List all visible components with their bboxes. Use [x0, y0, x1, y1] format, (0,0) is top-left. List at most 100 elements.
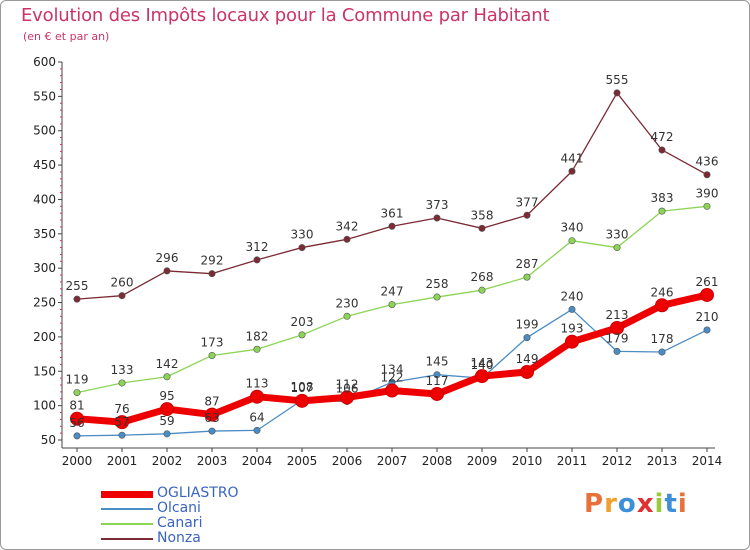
data-label-nonza: 436 — [696, 155, 719, 169]
proxiti-logo: Proxiti — [584, 489, 688, 519]
data-point-olcani — [523, 334, 531, 342]
data-point-nonza — [523, 211, 531, 219]
chart-title: Evolution des Impôts locaux pour la Comm… — [21, 5, 550, 26]
data-label-nonza: 555 — [606, 73, 629, 87]
legend-swatch — [101, 523, 153, 525]
data-point-ogliastro — [655, 298, 669, 313]
data-label-nonza: 358 — [471, 208, 494, 222]
x-tick-label: 2005 — [287, 454, 318, 468]
data-label-ogliastro: 113 — [246, 377, 269, 391]
data-point-canari — [343, 312, 351, 320]
data-point-ogliastro — [700, 287, 714, 302]
data-point-canari — [703, 202, 711, 210]
x-tick-label: 2004 — [242, 454, 273, 468]
data-point-ogliastro — [475, 369, 489, 384]
x-tick-label: 2014 — [692, 454, 723, 468]
y-tick-label: 450 — [33, 158, 56, 172]
logo-letter: i — [677, 489, 688, 519]
legend-label: OGLIASTRO — [157, 485, 239, 501]
data-point-canari — [298, 331, 306, 339]
x-tick-label: 2008 — [422, 454, 453, 468]
data-label-olcani: 108 — [291, 380, 314, 394]
legend-label: Olcani — [157, 500, 201, 516]
data-label-canari: 268 — [471, 270, 494, 284]
data-label-canari: 390 — [696, 186, 719, 200]
data-label-nonza: 377 — [516, 195, 539, 209]
x-tick-label: 2013 — [647, 454, 678, 468]
data-point-nonza — [703, 171, 711, 179]
data-label-olcani: 59 — [159, 414, 174, 428]
data-label-canari: 173 — [201, 335, 224, 349]
data-label-nonza: 361 — [381, 206, 404, 220]
data-point-ogliastro — [250, 389, 264, 404]
y-tick-label: 250 — [33, 296, 56, 310]
data-label-nonza: 312 — [246, 240, 269, 254]
data-point-ogliastro — [430, 386, 444, 401]
data-label-olcani: 140 — [471, 358, 494, 372]
chart-axes: 50 100 150 200 250 300 350 400 450 500 550 600 2000 2… — [33, 55, 722, 468]
data-point-ogliastro — [520, 364, 534, 379]
data-point-ogliastro — [385, 383, 399, 398]
x-tick-label: 2006 — [332, 454, 363, 468]
legend-swatch — [101, 508, 153, 510]
y-tick-label: 550 — [33, 89, 56, 103]
data-label-nonza: 472 — [651, 130, 674, 144]
data-label-canari: 230 — [336, 296, 359, 310]
data-label-canari: 330 — [606, 228, 629, 242]
data-point-nonza — [388, 222, 396, 230]
y-tick-label: 50 — [41, 433, 56, 447]
y-tick-label: 150 — [33, 364, 56, 378]
data-label-ogliastro: 149 — [516, 352, 539, 366]
data-label-ogliastro: 193 — [561, 322, 584, 336]
data-point-nonza — [478, 224, 486, 232]
data-point-canari — [433, 293, 441, 301]
data-point-nonza — [568, 167, 576, 175]
legend-label: Nonza — [157, 530, 201, 546]
data-point-olcani — [568, 305, 576, 313]
data-point-nonza — [433, 214, 441, 222]
data-point-canari — [73, 389, 81, 397]
data-label-canari: 247 — [381, 285, 404, 299]
data-label-canari: 203 — [291, 315, 314, 329]
data-point-canari — [118, 379, 126, 387]
data-point-olcani — [163, 430, 171, 438]
data-point-canari — [658, 207, 666, 215]
data-label-olcani: 240 — [561, 289, 584, 303]
data-point-canari — [613, 244, 621, 252]
data-point-olcani — [253, 426, 261, 434]
y-tick-label: 300 — [33, 261, 56, 275]
x-tick-label: 2002 — [152, 454, 183, 468]
data-label-ogliastro: 107 — [291, 381, 314, 395]
data-point-ogliastro — [295, 393, 309, 408]
data-point-nonza — [208, 270, 216, 278]
data-label-olcani: 57 — [114, 415, 129, 429]
data-label-olcani: 210 — [696, 310, 719, 324]
data-label-nonza: 292 — [201, 254, 224, 268]
data-label-olcani: 56 — [69, 416, 84, 430]
data-point-nonza — [118, 292, 126, 300]
y-tick-label: 350 — [33, 227, 56, 241]
x-tick-label: 2000 — [62, 454, 93, 468]
data-label-ogliastro: 246 — [651, 285, 674, 299]
data-label-ogliastro: 76 — [114, 402, 129, 416]
data-label-olcani: 145 — [426, 355, 449, 369]
y-tick-label: 200 — [33, 330, 56, 344]
data-label-olcani: 63 — [204, 411, 219, 425]
y-tick-label: 600 — [33, 55, 56, 69]
data-label-canari: 119 — [66, 373, 89, 387]
data-label-nonza: 296 — [156, 251, 179, 265]
data-label-canari: 182 — [246, 329, 269, 343]
data-point-ogliastro — [565, 334, 579, 349]
logo-letter: i — [654, 489, 665, 519]
data-label-layer: 255 260 296 292 312 330 342 361 373 358 377 441 555 4… — [66, 73, 719, 430]
data-point-olcani — [118, 431, 126, 439]
x-tick-label: 2012 — [602, 454, 633, 468]
data-point-nonza — [298, 244, 306, 252]
chart-subtitle: (en € et par an) — [23, 30, 110, 43]
data-point-canari — [388, 301, 396, 309]
data-point-nonza — [163, 267, 171, 275]
x-tick-label: 2009 — [467, 454, 498, 468]
data-point-ogliastro — [205, 407, 219, 422]
data-point-olcani — [73, 432, 81, 440]
data-label-ogliastro: 213 — [606, 308, 629, 322]
